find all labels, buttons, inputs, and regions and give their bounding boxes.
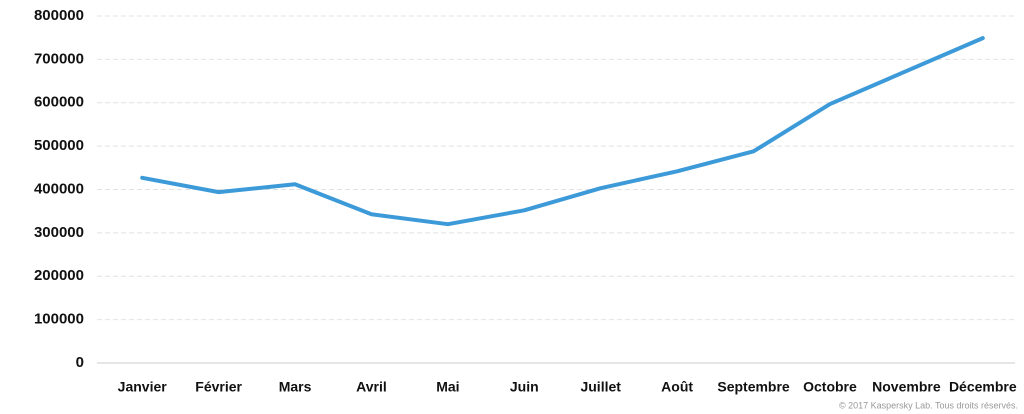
line <box>140 36 985 227</box>
y-tick-label: 400000 <box>34 180 84 197</box>
y-tick-label: 600000 <box>34 94 84 111</box>
y-tick-label: 200000 <box>34 267 84 284</box>
y-tick-label: 500000 <box>34 137 84 154</box>
x-tick-label: Décembre <box>949 379 1017 395</box>
x-tick-label: Septembre <box>717 379 790 395</box>
y-tick-label: 0 <box>76 354 84 371</box>
x-tick-label: Février <box>195 379 242 395</box>
y-tick-label: 700000 <box>34 50 84 67</box>
y-tick-label: 800000 <box>34 7 84 24</box>
x-tick-label: Août <box>661 379 693 395</box>
credit: © 2017 Kaspersky Lab. Tous droits réserv… <box>839 400 1018 410</box>
x-tick-label: Novembre <box>872 379 941 395</box>
x-tick-label: Mai <box>436 379 459 395</box>
x-tick-label: Octobre <box>803 379 857 395</box>
y-tick-label: 300000 <box>34 224 84 241</box>
x-tick-label: Juin <box>510 379 539 395</box>
y-tick-label: 100000 <box>34 311 84 328</box>
x-tick-label: Mars <box>279 379 312 395</box>
x-tick-label: Janvier <box>118 379 168 395</box>
x-tick-label: Juillet <box>580 379 621 395</box>
x-tick-label: Avril <box>356 379 387 395</box>
